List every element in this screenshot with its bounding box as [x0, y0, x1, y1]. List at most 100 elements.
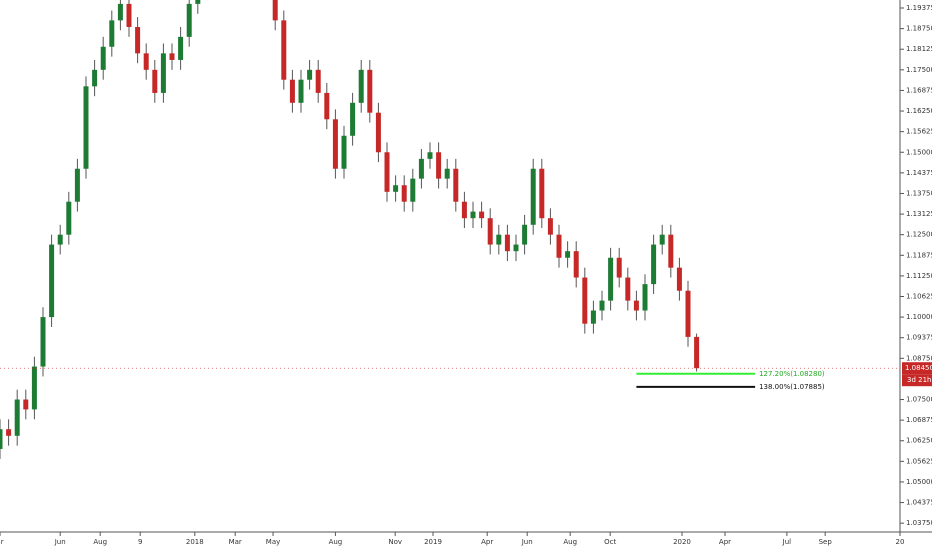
candle-body: [436, 152, 442, 179]
candle-body: [590, 310, 596, 324]
candle-body: [14, 399, 20, 436]
candle-body: [315, 69, 321, 93]
candle-body: [100, 46, 106, 70]
candle-body: [307, 69, 313, 80]
candle-body: [350, 102, 356, 136]
candle-body: [83, 86, 89, 169]
candle-body: [642, 284, 648, 311]
candle-body: [685, 290, 691, 337]
y-tick-label: 1.16250: [906, 107, 932, 115]
candle-body: [332, 119, 338, 169]
y-tick-label: 1.13750: [906, 189, 932, 197]
x-tick-label: 2019: [424, 538, 442, 546]
candle-body: [496, 234, 502, 245]
candle-body: [23, 399, 29, 410]
candle-body: [160, 53, 166, 93]
x-tick-label: 9: [138, 538, 142, 546]
candle-body: [57, 234, 63, 245]
candle-body: [556, 234, 562, 258]
fib-label: 127.20%(1.08280): [759, 370, 825, 378]
y-tick-label: 1.18125: [906, 45, 932, 53]
x-tick-label: 2020: [673, 538, 691, 546]
candle-body: [461, 201, 467, 219]
candle-body: [418, 158, 424, 179]
candle-body: [152, 69, 158, 93]
candle-body: [49, 244, 55, 318]
x-tick-label: Aug: [563, 538, 577, 546]
y-tick-label: 1.06875: [906, 416, 932, 424]
candle-body: [504, 234, 510, 252]
candle-body: [676, 267, 682, 291]
candle-body: [513, 244, 519, 252]
x-tick-label: Nov: [388, 538, 402, 546]
candle-body: [659, 234, 665, 245]
x-tick-label: Mar: [229, 538, 242, 546]
last-price-box: [902, 362, 932, 375]
candle-body: [565, 251, 571, 258]
candle-body: [272, 0, 278, 21]
candle-body: [358, 69, 364, 103]
candle-body: [0, 429, 3, 449]
y-tick-label: 1.15625: [906, 128, 932, 136]
y-tick-label: 1.16875: [906, 86, 932, 94]
candle-body: [117, 3, 123, 21]
candle-body: [92, 69, 98, 87]
candle-body: [6, 429, 12, 436]
y-tick-label: 1.10625: [906, 292, 932, 300]
candle-body: [530, 168, 536, 225]
x-tick-label: May: [266, 538, 280, 546]
y-tick-label: 1.19375: [906, 4, 932, 12]
candle-body: [453, 168, 459, 202]
x-tick-label: Apr: [719, 538, 731, 546]
candle-body: [195, 0, 201, 4]
y-tick-label: 1.18750: [906, 25, 932, 33]
countdown-label: 3d 21h: [907, 376, 931, 384]
candle-body: [289, 79, 295, 103]
candle-body: [401, 185, 407, 202]
candle-body: [547, 218, 553, 235]
candle-body: [178, 36, 184, 60]
candle-body: [539, 168, 545, 219]
candle-body: [582, 277, 588, 324]
x-tick-label: 20: [896, 538, 905, 546]
candle-body: [341, 135, 347, 169]
x-tick-label: Jun: [521, 538, 533, 546]
candle-body: [616, 257, 622, 278]
fib-label: 138.00%(1.07885): [759, 383, 825, 391]
y-tick-label: 1.05000: [906, 478, 932, 486]
x-tick-label: Aug: [329, 538, 343, 546]
y-tick-label: 1.13125: [906, 210, 932, 218]
plot: [0, 0, 700, 459]
candle-body: [143, 53, 149, 70]
y-tick-label: 1.10000: [906, 313, 932, 321]
candle-body: [40, 317, 46, 367]
candle-body: [651, 244, 657, 285]
candle-body: [479, 211, 485, 219]
candle-body: [324, 92, 330, 120]
y-tick-label: 1.15000: [906, 148, 932, 156]
candle-body: [599, 300, 605, 311]
y-tick-label: 1.11250: [906, 272, 932, 280]
candle-body: [427, 152, 433, 159]
x-tick-label: Jun: [54, 538, 66, 546]
candle-body: [298, 79, 304, 103]
candle-body: [470, 211, 476, 219]
candle-body: [444, 168, 450, 179]
candle-body: [135, 26, 141, 54]
candle-body: [487, 218, 493, 245]
candle-body: [375, 112, 381, 153]
candle-body: [186, 3, 192, 37]
x-tick-label: Oct: [604, 538, 616, 546]
y-tick-label: 1.11875: [906, 251, 932, 259]
candle-body: [625, 277, 631, 301]
candle-body: [694, 336, 700, 369]
candle-body: [384, 152, 390, 192]
y-tick-label: 1.09375: [906, 334, 932, 342]
candle-body: [668, 234, 674, 268]
y-tick-label: 1.12500: [906, 231, 932, 239]
y-tick-label: 1.07500: [906, 396, 932, 404]
candle-body: [608, 257, 614, 301]
x-tick-label: Aug: [93, 538, 107, 546]
y-tick-label: 1.08750: [906, 354, 932, 362]
